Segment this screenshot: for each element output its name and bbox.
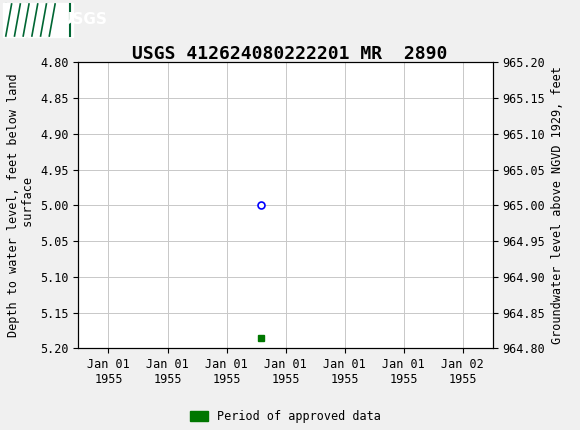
Y-axis label: Depth to water level, feet below land
 surface: Depth to water level, feet below land su… (6, 74, 35, 337)
FancyBboxPatch shape (3, 3, 72, 37)
Text: USGS 412624080222201 MR  2890: USGS 412624080222201 MR 2890 (132, 45, 448, 63)
Legend: Period of approved data: Period of approved data (186, 406, 386, 428)
Text: USGS: USGS (61, 12, 108, 28)
Text: USGS: USGS (3, 11, 60, 29)
Y-axis label: Groundwater level above NGVD 1929, feet: Groundwater level above NGVD 1929, feet (551, 66, 564, 344)
Bar (3, 3, 58, 37)
